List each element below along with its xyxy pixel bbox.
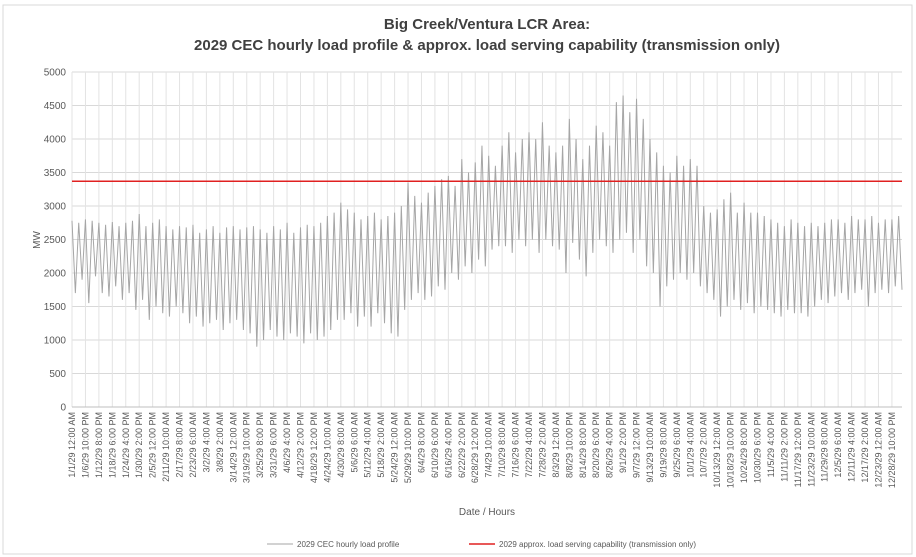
x-tick-label: 5/12/29 4:00 AM: [363, 412, 373, 478]
y-tick-label: 0: [60, 403, 66, 414]
x-tick-label: 9/25/29 6:00 AM: [672, 412, 682, 478]
x-tick-label: 12/17/29 2:00 AM: [860, 412, 870, 483]
x-tick-label: 12/5/29 6:00 AM: [833, 412, 843, 478]
x-tick-label: 1/1/29 12:00 AM: [67, 412, 77, 478]
legend: 2029 CEC hourly load profile 2029 approx.…: [267, 540, 696, 549]
x-tick-label: 4/30/29 8:00 AM: [336, 412, 346, 478]
chart-title: 2029 CEC hourly load profile & approx. l…: [194, 37, 780, 54]
x-tick-label: 1/18/29 6:00 PM: [107, 412, 117, 478]
y-tick-label: 2500: [44, 235, 67, 246]
x-tick-label: 12/28/29 10:00 PM: [887, 412, 897, 488]
x-tick-label: 12/23/29 12:00 AM: [873, 412, 883, 488]
x-tick-label: 9/13/29 10:00 AM: [645, 412, 655, 483]
x-tick-label: 6/10/29 6:00 PM: [430, 412, 440, 478]
x-tick-label: 2/5/29 12:00 PM: [148, 412, 158, 478]
chart-title: Big Creek/Ventura LCR Area:: [384, 16, 590, 33]
x-tick-label: 1/30/29 2:00 PM: [134, 412, 144, 478]
x-tick-label: 1/6/29 10:00 PM: [80, 412, 90, 478]
y-tick-label: 4500: [44, 101, 67, 112]
x-tick-label: 6/4/29 8:00 PM: [416, 412, 426, 473]
x-tick-label: 10/24/29 8:00 PM: [739, 412, 749, 483]
x-tick-label: 5/6/29 6:00 AM: [349, 412, 359, 473]
y-axis-label: MW: [32, 231, 43, 249]
y-tick-label: 3500: [44, 168, 67, 179]
y-tick-label: 500: [49, 369, 66, 380]
x-tick-label: 10/13/29 12:00 AM: [712, 412, 722, 488]
y-tick-label: 1000: [44, 336, 67, 347]
x-tick-label: 12/11/29 4:00 AM: [847, 412, 857, 482]
x-tick-label: 1/24/29 4:00 PM: [121, 412, 131, 478]
x-tick-label: 7/4/29 10:00 AM: [484, 412, 494, 478]
x-tick-label: 2/17/29 8:00 AM: [175, 412, 185, 478]
x-tick-label: 7/10/29 8:00 AM: [497, 412, 507, 478]
x-tick-label: 5/24/29 12:00 AM: [390, 412, 400, 483]
legend-label: 2029 CEC hourly load profile: [297, 540, 400, 549]
x-tick-label: 3/31/29 6:00 PM: [269, 412, 279, 478]
x-tick-label: 10/7/29 2:00 AM: [699, 412, 709, 478]
x-tick-label: 11/17/29 12:00 PM: [793, 412, 803, 487]
x-tick-label: 4/18/29 12:00 PM: [309, 412, 319, 483]
x-tick-label: 9/1/29 2:00 PM: [618, 412, 628, 473]
y-tick-label: 2000: [44, 269, 67, 280]
x-tick-label: 6/16/29 4:00 PM: [443, 412, 453, 478]
x-tick-label: 10/30/29 6:00 PM: [753, 412, 763, 483]
x-tick-label: 4/24/29 10:00 AM: [322, 412, 332, 483]
x-tick-label: 10/1/29 4:00 AM: [685, 412, 695, 478]
x-tick-label: 3/2/29 4:00 AM: [201, 412, 211, 473]
y-tick-label: 3000: [44, 202, 67, 213]
x-tick-label: 8/3/29 12:00 AM: [551, 412, 561, 478]
y-tick-label: 1500: [44, 302, 67, 313]
x-tick-label: 7/28/29 2:00 AM: [537, 412, 547, 478]
x-tick-label: 2/23/29 6:00 AM: [188, 412, 198, 478]
x-tick-label: 9/19/29 8:00 AM: [658, 412, 668, 478]
x-tick-label: 1/12/29 8:00 PM: [94, 412, 104, 478]
x-tick-label: 7/22/29 4:00 AM: [524, 412, 534, 478]
x-tick-label: 10/18/29 10:00 PM: [726, 412, 736, 488]
x-tick-label: 3/14/29 12:00 AM: [228, 412, 238, 483]
x-axis-label: Date / Hours: [459, 507, 515, 518]
x-tick-label: 8/8/29 10:00 PM: [564, 412, 574, 478]
x-tick-label: 9/7/29 12:00 PM: [632, 412, 642, 478]
y-tick-label: 5000: [44, 68, 67, 79]
x-tick-label: 8/14/29 8:00 PM: [578, 412, 588, 478]
data-line: [71, 95, 903, 347]
x-tick-label: 11/23/29 10:00 AM: [806, 412, 816, 487]
x-tick-label: 6/22/29 2:00 PM: [457, 412, 467, 478]
x-tick-label: 11/11/29 2:00 PM: [779, 412, 789, 482]
x-tick-label: 6/28/29 12:00 PM: [470, 412, 480, 483]
y-tick-label: 4000: [44, 135, 67, 146]
x-tick-label: 3/19/29 10:00 PM: [242, 412, 252, 483]
x-tick-label: 4/12/29 2:00 PM: [296, 412, 306, 478]
x-tick-label: 3/25/29 8:00 PM: [255, 412, 265, 478]
x-tick-label: 4/6/29 4:00 PM: [282, 412, 292, 473]
x-tick-label: 2/11/29 10:00 AM: [161, 412, 171, 482]
legend-label: 2029 approx. load serving capability (tr…: [499, 540, 696, 549]
x-tick-label: 11/29/29 8:00 AM: [820, 412, 830, 482]
x-tick-label: 7/16/29 6:00 AM: [511, 412, 521, 478]
x-tick-label: 8/20/29 6:00 PM: [591, 412, 601, 478]
x-tick-label: 8/26/29 4:00 PM: [605, 412, 615, 478]
x-tick-label: 5/29/29 10:00 PM: [403, 412, 413, 483]
x-tick-label: 11/5/29 4:00 PM: [766, 412, 776, 477]
x-tick-label: 3/8/29 2:00 AM: [215, 412, 225, 473]
x-tick-label: 5/18/29 2:00 AM: [376, 412, 386, 478]
